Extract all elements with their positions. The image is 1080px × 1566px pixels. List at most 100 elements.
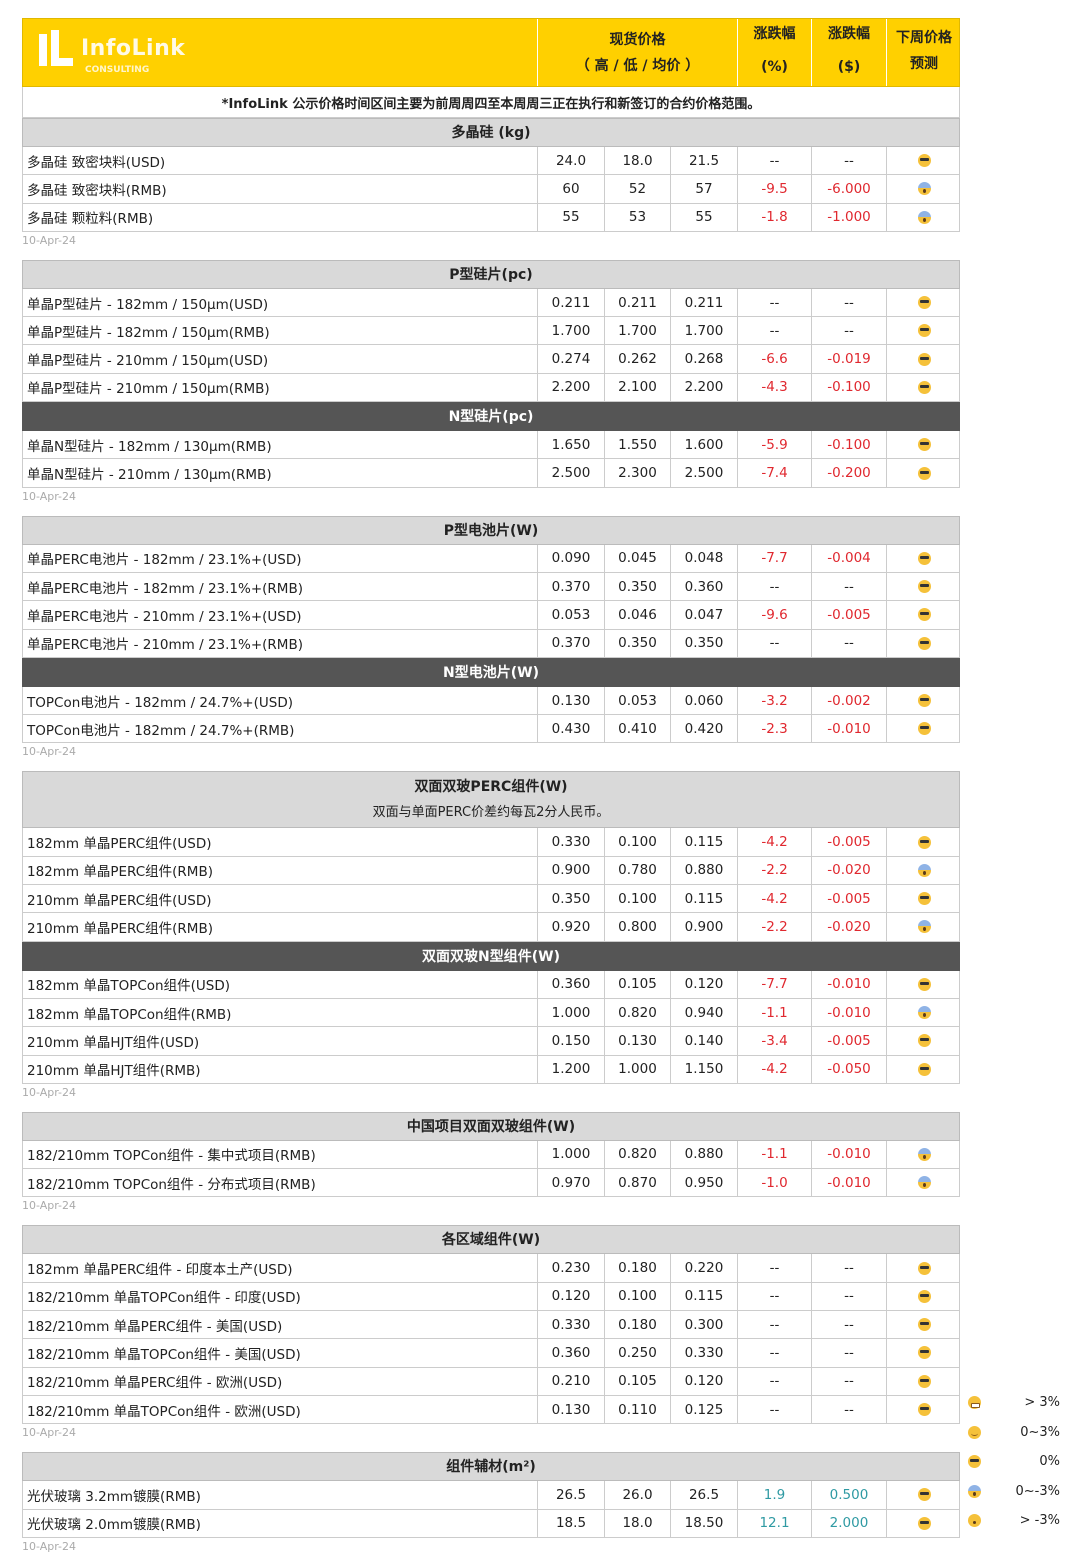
change-pct: -2.2 [737,856,811,885]
forecast-cell [886,1509,961,1537]
forecast-cell [886,147,961,175]
change-pct-header: 涨跌幅 (%) [737,19,811,86]
price-high: 0.274 [537,345,604,373]
section-date: 10-Apr-24 [22,233,77,247]
legend-item: 0~3% [968,1418,1080,1448]
item-name: 单晶PERC电池片 - 210mm / 23.1%+(USD) [27,608,302,625]
change-abs: -- [811,629,886,657]
price-low: 0.180 [604,1311,670,1339]
section-title: P型电池片(W) [443,522,539,539]
item-name: 182/210mm 单晶TOPCon组件 - 欧洲(USD) [27,1403,301,1420]
price-low: 1.700 [604,317,670,345]
scream-face-icon [917,210,931,224]
price-high: 0.090 [537,544,604,572]
price-low: 0.053 [604,686,670,715]
item-name: 光伏玻璃 3.2mm镀膜(RMB) [27,1488,201,1505]
item-name: 182mm 单晶PERC组件(RMB) [27,864,213,881]
cool-face-icon [917,380,931,394]
price-avg: 0.940 [670,998,737,1027]
section-title: N型硅片(pc) [448,409,534,426]
table-row: 182mm 单晶TOPCon组件(RMB) 1.000 0.820 0.940 -1.1… [22,998,960,1028]
change-pct: -- [737,1395,811,1424]
change-pct: -- [737,317,811,345]
change-pct: -1.1 [737,998,811,1027]
section-header: 多晶硅 (kg) [22,118,960,147]
cool-face-icon [917,608,931,622]
section-title: N型电池片(W) [443,664,539,681]
price-high: 60 [537,175,604,203]
price-avg: 26.5 [670,1481,737,1509]
change-abs: -0.010 [811,715,886,743]
price-low: 0.100 [604,885,670,913]
table-row: 182/210mm 单晶TOPCon组件 - 欧洲(USD) 0.130 0.110… [22,1395,961,1425]
section-header: N型硅片(pc) [22,402,960,432]
change-pct: 1.9 [737,1481,811,1509]
item-name: 光伏玻璃 2.0mm镀膜(RMB) [27,1517,201,1534]
price-low: 26.0 [604,1481,670,1509]
section-date: 10-Apr-24 [22,1199,77,1213]
price-avg: 2.500 [670,459,737,487]
section-header: P型电池片(W) [22,515,960,545]
price-high: 2.200 [537,373,604,402]
price-avg: 0.880 [670,856,737,885]
price-avg: 0.268 [670,345,737,373]
change-abs: -6.000 [811,175,886,203]
cool-face-icon [917,1289,931,1303]
table-row: 单晶PERC电池片 - 182mm / 23.1%+(RMB) 0.370 0.35… [22,572,960,602]
price-high: 0.211 [537,288,604,317]
price-low: 52 [604,175,670,203]
scream-face-icon [917,1006,931,1020]
price-low: 0.820 [604,1140,670,1169]
table-row: 182mm 单晶PERC组件(USD) 0.330 0.100 0.115 -4.2 -0… [22,828,960,857]
price-avg: 0.420 [670,715,737,743]
price-avg: 0.220 [670,1254,737,1282]
forecast-cell [886,686,961,715]
price-low: 0.105 [604,1367,670,1395]
change-abs-unit: ($) [837,59,861,75]
item-name: 单晶PERC电池片 - 210mm / 23.1%+(RMB) [27,637,303,654]
table-row: 182/210mm 单晶PERC组件 - 美国(USD) 0.330 0.180 0.… [22,1311,960,1340]
cool-face-icon [968,1455,981,1469]
price-avg: 0.950 [670,1169,737,1197]
change-abs: -0.010 [811,970,886,998]
sections: 多晶硅 (kg) 多晶硅 致密块料(USD) 24.0 18.0 21.5 -- -- 多晶硅… [22,118,960,1566]
cool-face-icon [917,154,931,168]
price-low: 0.250 [604,1339,670,1367]
forecast-cell [886,885,961,913]
price-low: 0.180 [604,1254,670,1282]
forecast-cell [886,431,961,459]
logo-subtext: CONSULTING [85,64,150,75]
cool-face-icon [917,296,931,310]
price-low: 0.130 [604,1027,670,1055]
item-name: 210mm 单晶PERC组件(RMB) [27,920,213,937]
price-high: 0.330 [537,828,604,856]
legend-item: > 3% [968,1388,1080,1418]
price-low: 0.870 [604,1169,670,1197]
price-low: 2.100 [604,373,670,402]
item-name: 单晶P型硅片 - 210mm / 150μm(USD) [27,353,269,370]
price-high: 55 [537,203,604,231]
change-abs: -0.002 [811,686,886,715]
price-high: 0.900 [537,856,604,885]
change-abs: -0.004 [811,544,886,572]
spot-price-label: 现货价格 [609,31,666,48]
price-avg: 0.330 [670,1339,737,1367]
logo-text: InfoLink [81,35,186,61]
table-row: 182/210mm 单晶TOPCon组件 - 美国(USD) 0.360 0.250… [22,1339,960,1368]
forecast-cell [886,1140,961,1169]
change-abs: -0.020 [811,913,886,941]
change-abs: -- [811,572,886,601]
change-abs: -0.005 [811,828,886,856]
price-avg: 0.880 [670,1140,737,1169]
forecast-cell [886,1395,961,1424]
forecast-cell [886,629,961,657]
section-header: N型电池片(W) [22,657,960,687]
change-abs: -- [811,1311,886,1339]
change-pct: -4.3 [737,373,811,402]
cool-face-icon [917,1488,931,1502]
price-low: 53 [604,203,670,231]
change-abs: 2.000 [811,1509,886,1537]
price-low: 1.550 [604,431,670,459]
section-header: 双面双玻N型组件(W) [22,941,960,971]
change-pct: -3.4 [737,1027,811,1055]
